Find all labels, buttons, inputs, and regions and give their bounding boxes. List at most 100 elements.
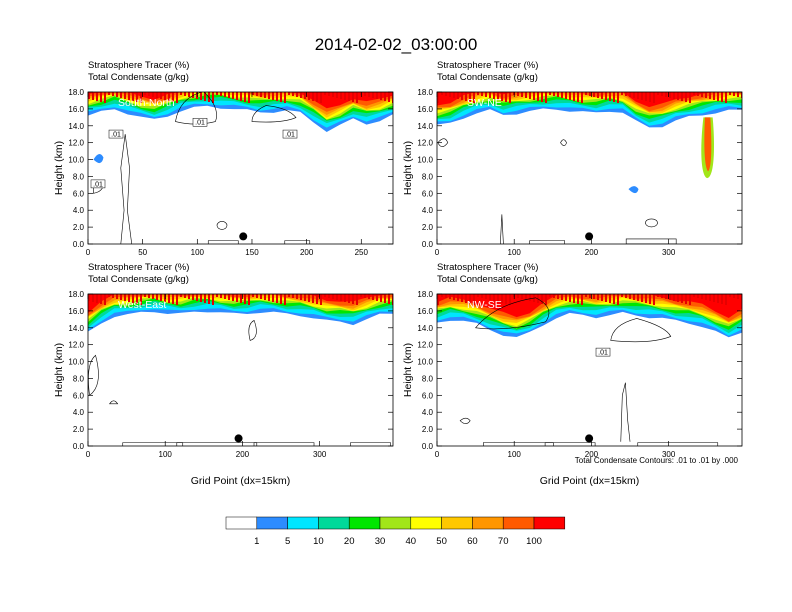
tracer-streak: [280, 294, 282, 304]
colorbar-swatch: [502, 516, 535, 530]
tracer-streak: [228, 294, 230, 300]
colorbar-label: 20: [344, 536, 355, 547]
x-tick-label: 200: [236, 450, 250, 459]
tracer-streak: [657, 294, 659, 297]
tracer-streak: [461, 92, 463, 100]
tracer-streak: [352, 294, 354, 304]
tracer-streak: [477, 92, 479, 95]
contour-note: Total Condensate Contours: .01 to .01 by…: [575, 456, 739, 465]
tracer-streak: [308, 294, 310, 302]
tracer-streak: [180, 294, 182, 297]
tracer-streak: [741, 92, 742, 98]
tracer-streak: [441, 294, 443, 297]
tracer-streak: [380, 92, 382, 100]
location-marker: [239, 232, 248, 241]
tracer-streak: [280, 92, 282, 102]
y-tick-label: 16.0: [68, 307, 84, 316]
tracer-streak: [737, 92, 739, 97]
tracer-streak: [380, 294, 382, 302]
tracer-streak: [565, 294, 567, 301]
y-tick-label: 6.0: [422, 189, 434, 198]
tracer-streak: [621, 92, 623, 95]
tracer-streak: [368, 92, 370, 97]
colorbar-label: 40: [406, 536, 417, 547]
tracer-streak: [176, 92, 178, 103]
tracer-streak: [593, 92, 595, 97]
tracer-streak: [352, 92, 354, 102]
tracer-streak: [629, 92, 631, 97]
panel-label: South-North: [118, 97, 175, 109]
tracer-streak: [505, 92, 507, 102]
figure-title: 2014-02-02_03:00:00: [315, 35, 478, 54]
tracer-streak: [232, 294, 234, 301]
tracer-streak: [505, 294, 507, 304]
tracer-streak: [244, 92, 246, 102]
tracer-streak: [657, 92, 659, 95]
tracer-streak: [437, 294, 439, 305]
condensate-contour: [120, 134, 133, 244]
tracer-streak: [260, 92, 262, 97]
plot-frame: [436, 91, 743, 245]
tracer-streak: [312, 92, 314, 101]
tracer-streak: [509, 92, 511, 103]
x-tick-label: 0: [86, 450, 91, 459]
colorbar-swatch: [318, 516, 350, 530]
tracer-streak: [108, 294, 110, 297]
tracer-streak: [525, 92, 527, 98]
tracer-streak: [356, 294, 358, 305]
tracer-streak: [264, 294, 266, 300]
tracer-streak: [609, 92, 611, 101]
tracer-streak: [653, 92, 655, 103]
tracer-streak: [441, 92, 443, 95]
tracer-streak: [485, 92, 487, 97]
tracer-streak: [557, 92, 559, 97]
tracer-streak: [320, 294, 322, 305]
colorbar-swatch: [256, 516, 288, 530]
tracer-streak: [104, 92, 106, 103]
tracer-streak: [529, 92, 531, 99]
tracer-streak: [88, 294, 90, 301]
tracer-streak: [192, 92, 194, 98]
condensate-contour: [560, 139, 567, 146]
tracer-streak: [521, 294, 523, 299]
tracer-streak: [469, 294, 471, 304]
tracer-streak: [557, 294, 559, 299]
condensate-contour: [284, 240, 311, 244]
condensate-contour: [350, 442, 391, 446]
tracer-streak: [493, 92, 495, 99]
tracer-streak: [340, 92, 342, 99]
tracer-streak: [392, 92, 393, 103]
tracer-streak: [336, 92, 338, 98]
y-tick-label: 10.0: [68, 156, 84, 165]
tracer-streak: [112, 294, 114, 298]
tracer-streak: [156, 294, 158, 300]
tracer-streak: [637, 294, 639, 301]
tracer-streak: [465, 92, 467, 101]
tracer-streak: [721, 92, 723, 102]
x-tick-label: 0: [435, 450, 440, 459]
tracer-streak: [577, 92, 579, 102]
tracer-streak: [208, 294, 210, 304]
y-tick-label: 2.0: [422, 425, 434, 434]
tracer-streak: [132, 294, 134, 303]
y-tick-label: 8.0: [422, 374, 434, 383]
subtitle-condensate: Total Condensate (g/kg): [437, 72, 538, 83]
contour-label: .01: [598, 350, 608, 357]
tracer-streak: [300, 294, 302, 300]
x-tick-label: 200: [585, 248, 599, 257]
tracer-streak: [168, 294, 170, 303]
condensate-contour: [216, 221, 228, 230]
tracer-streak: [340, 294, 342, 301]
tracer-streak: [561, 92, 563, 98]
y-tick-label: 16.0: [68, 105, 84, 114]
colorbar-label: 70: [498, 536, 509, 547]
contour-label: .01: [93, 181, 103, 188]
condensate-contour: [483, 442, 554, 446]
tracer-streak: [497, 92, 499, 100]
tracer-streak: [244, 294, 246, 304]
tracer-streak: [589, 92, 591, 96]
tracer-streak: [220, 294, 222, 298]
tracer-streak: [585, 294, 587, 297]
tracer-streak: [501, 294, 503, 303]
tracer-streak: [677, 294, 679, 302]
